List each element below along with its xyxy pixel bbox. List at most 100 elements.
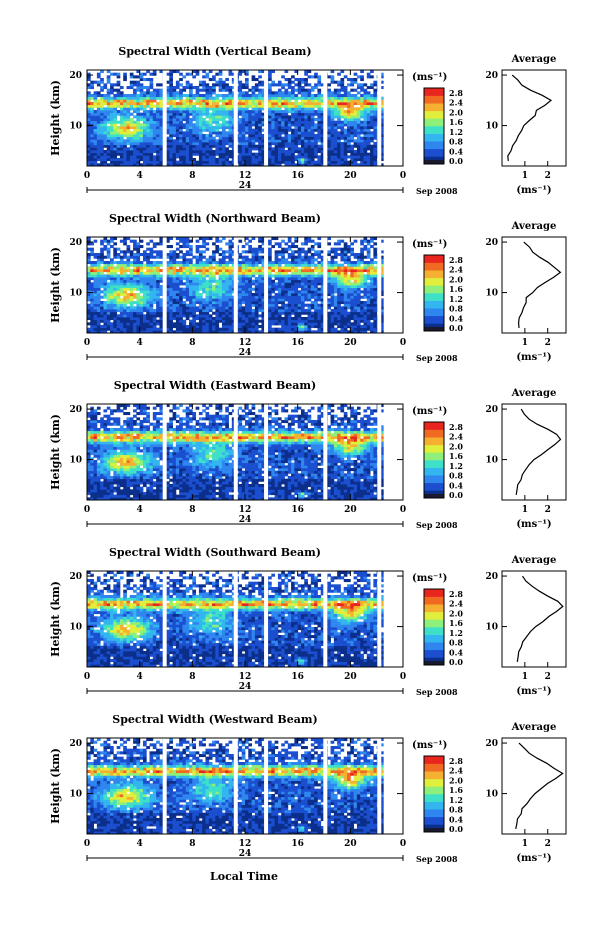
heatmap-cell <box>304 147 308 151</box>
heatmap-cell <box>126 136 131 140</box>
heatmap-cell <box>294 94 299 98</box>
heatmap-cell <box>277 147 282 151</box>
heatmap-cell <box>314 134 318 138</box>
heatmap-cell <box>294 298 299 302</box>
heatmap-cell <box>231 112 236 116</box>
heatmap-cell <box>379 150 384 154</box>
heatmap-cell <box>195 110 200 114</box>
heatmap-cell <box>287 104 292 108</box>
heatmap-cell <box>287 279 292 283</box>
heatmap-cell <box>245 91 249 95</box>
heatmap-cell <box>327 91 331 95</box>
heatmap-cell <box>103 152 108 156</box>
heatmap-cell <box>337 152 341 156</box>
heatmap-cell <box>320 255 325 259</box>
heatmap-cell <box>93 142 98 146</box>
heatmap-cell <box>172 271 177 275</box>
heatmap-cell <box>241 277 246 281</box>
heatmap-cell <box>245 110 249 114</box>
heatmap-cell <box>139 295 144 299</box>
heatmap-cell <box>182 88 187 92</box>
heatmap-cell <box>192 104 197 108</box>
heatmap-cell <box>317 160 322 164</box>
heatmap-cell <box>126 158 131 162</box>
heatmap-cell <box>238 295 243 299</box>
heatmap-cell <box>330 70 335 74</box>
heatmap-cell <box>100 290 104 294</box>
heatmap-cell <box>152 99 157 103</box>
heatmap-cell <box>172 142 177 146</box>
heatmap-cell <box>215 102 220 106</box>
heatmap-cell <box>245 261 249 265</box>
heatmap-cell <box>350 115 355 119</box>
heatmap-cell <box>350 118 355 122</box>
heatmap-cell <box>126 245 131 249</box>
heatmap-cell <box>119 274 124 278</box>
data-gap <box>264 70 269 166</box>
heatmap-cell <box>166 107 170 111</box>
heatmap-cell <box>166 327 170 331</box>
heatmap-cell <box>93 128 98 132</box>
heatmap-cell <box>317 136 322 140</box>
heatmap-cell <box>297 290 302 294</box>
heatmap-cell <box>271 83 276 87</box>
heatmap-cell <box>142 290 147 294</box>
heatmap-cell <box>212 311 216 315</box>
heatmap-cell <box>126 311 131 315</box>
heatmap-cell <box>287 139 292 143</box>
heatmap-cell <box>294 110 299 114</box>
heatmap-cell <box>294 144 299 148</box>
heatmap-cell <box>360 147 364 151</box>
heatmap-cell <box>370 115 374 119</box>
heatmap-cell <box>136 155 141 159</box>
heatmap-cell <box>87 298 91 302</box>
heatmap-cell <box>182 107 187 111</box>
heatmap-cell <box>274 295 279 299</box>
heatmap-cell <box>175 274 180 278</box>
heatmap-cell <box>96 110 101 114</box>
heatmap-cell <box>169 285 173 289</box>
heatmap-cell <box>360 110 364 114</box>
heatmap-cell <box>360 99 364 103</box>
heatmap-cell <box>119 112 124 116</box>
heatmap-cell <box>228 277 233 281</box>
heatmap-cell <box>307 255 312 259</box>
heatmap-cell <box>116 134 121 138</box>
heatmap-cell <box>185 160 190 164</box>
heatmap-cell <box>248 274 252 278</box>
heatmap-cell <box>307 104 312 108</box>
heatmap-cell <box>231 94 236 98</box>
heatmap-cell <box>221 287 226 291</box>
heatmap-cell <box>291 152 295 156</box>
heatmap-cell <box>281 86 285 90</box>
heatmap-cell <box>373 136 378 140</box>
heatmap-cell <box>133 104 137 108</box>
heatmap-cell <box>175 301 180 305</box>
heatmap-cell <box>310 247 315 251</box>
heatmap-cell <box>156 301 160 305</box>
heatmap-cell <box>156 327 160 331</box>
heatmap-cell <box>166 115 170 119</box>
heatmap-cell <box>248 271 252 275</box>
heatmap-cell <box>277 311 282 315</box>
heatmap-cell <box>166 293 170 297</box>
data-gap <box>233 70 238 166</box>
heatmap-cell <box>116 298 121 302</box>
heatmap-cell <box>142 78 147 82</box>
heatmap-cell <box>268 158 272 162</box>
heatmap-cell <box>123 266 127 270</box>
heatmap-cell <box>179 131 183 135</box>
heatmap-cell <box>304 107 308 111</box>
heatmap-cell <box>304 266 308 270</box>
heatmap-cell <box>139 155 144 159</box>
heatmap-cell <box>156 115 160 119</box>
heatmap-cell <box>218 314 223 318</box>
heatmap-cell <box>337 88 341 92</box>
heatmap-cell <box>251 309 256 313</box>
heatmap-cell <box>179 88 183 92</box>
heatmap-cell <box>146 325 150 329</box>
heatmap-cell <box>261 70 266 74</box>
heatmap-cell <box>300 86 305 90</box>
heatmap-cell <box>93 160 98 164</box>
heatmap-cell <box>119 322 124 326</box>
